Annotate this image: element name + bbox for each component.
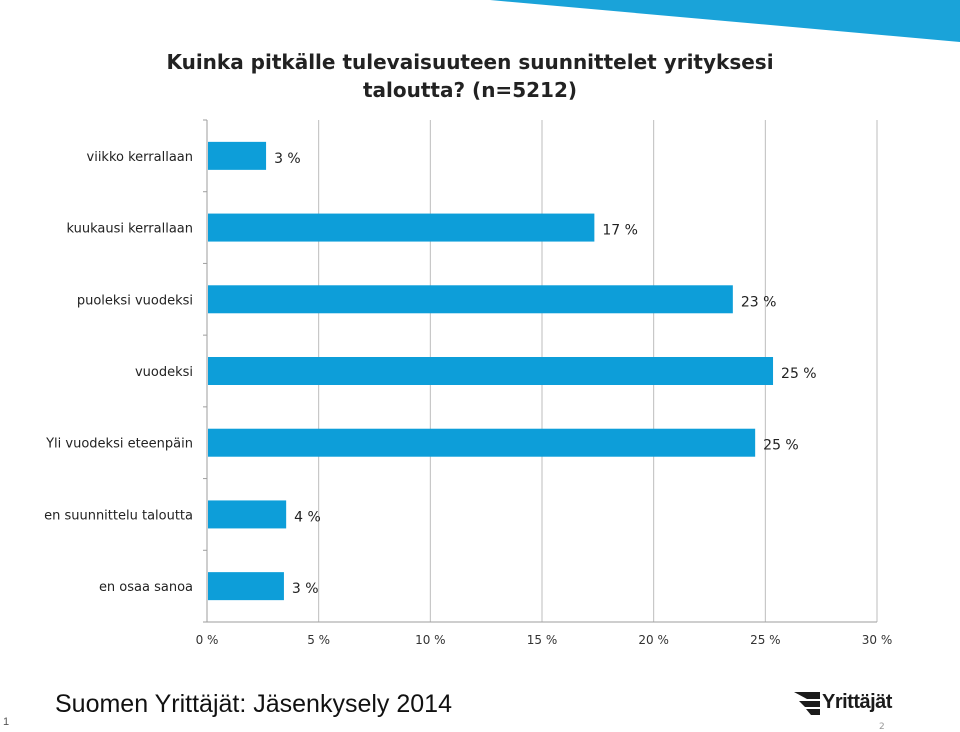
value-label: 17 %: [602, 223, 638, 239]
category-label: puoleksi vuodeksi: [77, 293, 193, 308]
value-label: 25 %: [763, 438, 799, 454]
bar: [208, 572, 284, 601]
slide-number-right: 2: [879, 722, 885, 732]
yrittajat-logo: Yrittäjät: [794, 688, 904, 718]
logo-mark-icon: [794, 692, 820, 715]
value-label: 23 %: [741, 294, 777, 310]
category-label: viikko kerrallaan: [87, 150, 193, 165]
bar: [208, 213, 595, 242]
bar: [208, 357, 774, 385]
category-label: vuodeksi: [135, 365, 193, 380]
value-label: 4 %: [294, 509, 321, 525]
category-label: kuukausi kerrallaan: [66, 222, 193, 237]
corner-stripe: [490, 0, 960, 42]
chart-title: Kuinka pitkälle tulevaisuuteen suunnitte…: [166, 50, 774, 102]
value-label: 3 %: [292, 581, 319, 597]
category-label: en suunnittelu taloutta: [44, 508, 193, 523]
value-label: 25 %: [781, 366, 817, 382]
x-tick-label: 15 %: [527, 633, 558, 647]
x-tick-label: 10 %: [415, 633, 446, 647]
slide-number: 1: [3, 716, 10, 728]
x-tick-label: 20 %: [638, 633, 669, 647]
category-label: Yli vuodeksi eteenpäin: [45, 437, 193, 452]
x-tick-label: 0 %: [196, 633, 219, 647]
bar-chart: 0 % 5 % 10 % 15 % 20 % 25 % 30 % viikko kerrall…: [44, 119, 893, 647]
bar: [208, 141, 267, 170]
bar: [208, 428, 756, 457]
value-label: 3 %: [274, 151, 301, 167]
bar: [208, 285, 733, 314]
footer-text: Suomen Yrittäjät: Jäsenkysely 2014: [55, 690, 452, 718]
x-tick-label: 5 %: [307, 633, 330, 647]
x-tick-label: 25 %: [750, 633, 781, 647]
logo-text: Yrittäjät: [822, 691, 892, 713]
bar: [208, 500, 287, 529]
x-tick-label: 30 %: [862, 633, 893, 647]
category-label: en osaa sanoa: [99, 580, 193, 595]
